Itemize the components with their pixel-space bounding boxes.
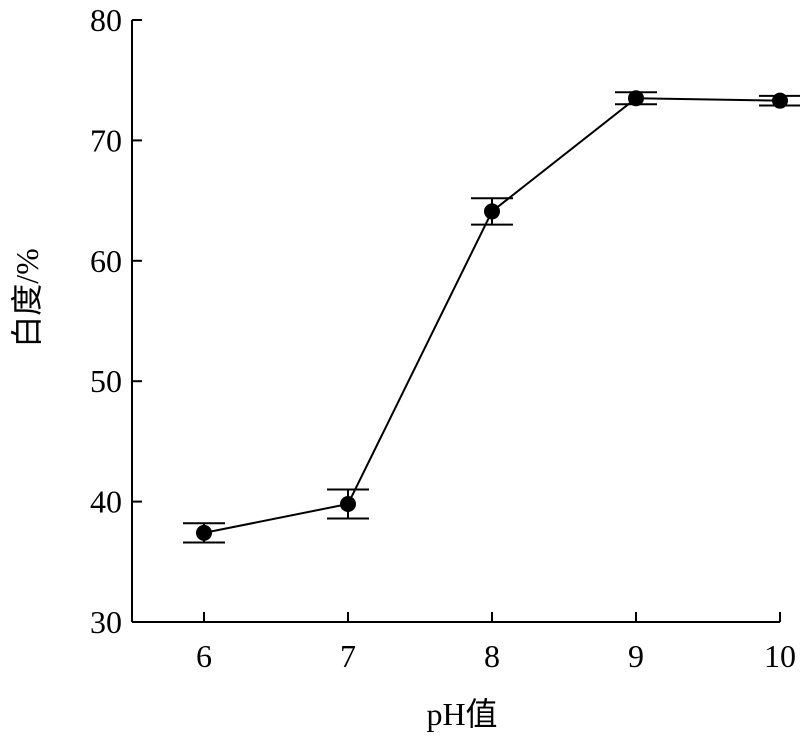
- y-tick-label: 70: [90, 122, 122, 158]
- y-axis-ticks: 30 40 50 60 70 80: [90, 2, 142, 640]
- data-point: [484, 203, 500, 220]
- x-axis-title: pH值: [426, 696, 497, 732]
- data-point: [628, 90, 644, 107]
- series-group: [183, 90, 800, 544]
- y-tick-label: 80: [90, 2, 122, 38]
- x-axis-ticks: 6 7 8 9 10: [196, 612, 796, 674]
- data-point: [196, 524, 212, 541]
- axes: [131, 20, 780, 623]
- x-tick-label: 8: [484, 638, 500, 674]
- x-tick-label: 6: [196, 638, 212, 674]
- series-line: [203, 97, 781, 534]
- y-tick-label: 60: [90, 243, 122, 279]
- y-tick-label: 40: [90, 484, 122, 520]
- x-tick-label: 10: [764, 638, 796, 674]
- x-tick-label: 7: [340, 638, 356, 674]
- data-point: [772, 92, 788, 109]
- y-axis-title: 白度/%: [9, 248, 45, 348]
- x-tick-label: 9: [628, 638, 644, 674]
- y-tick-label: 30: [90, 604, 122, 640]
- data-point: [340, 496, 356, 513]
- y-tick-label: 50: [90, 363, 122, 399]
